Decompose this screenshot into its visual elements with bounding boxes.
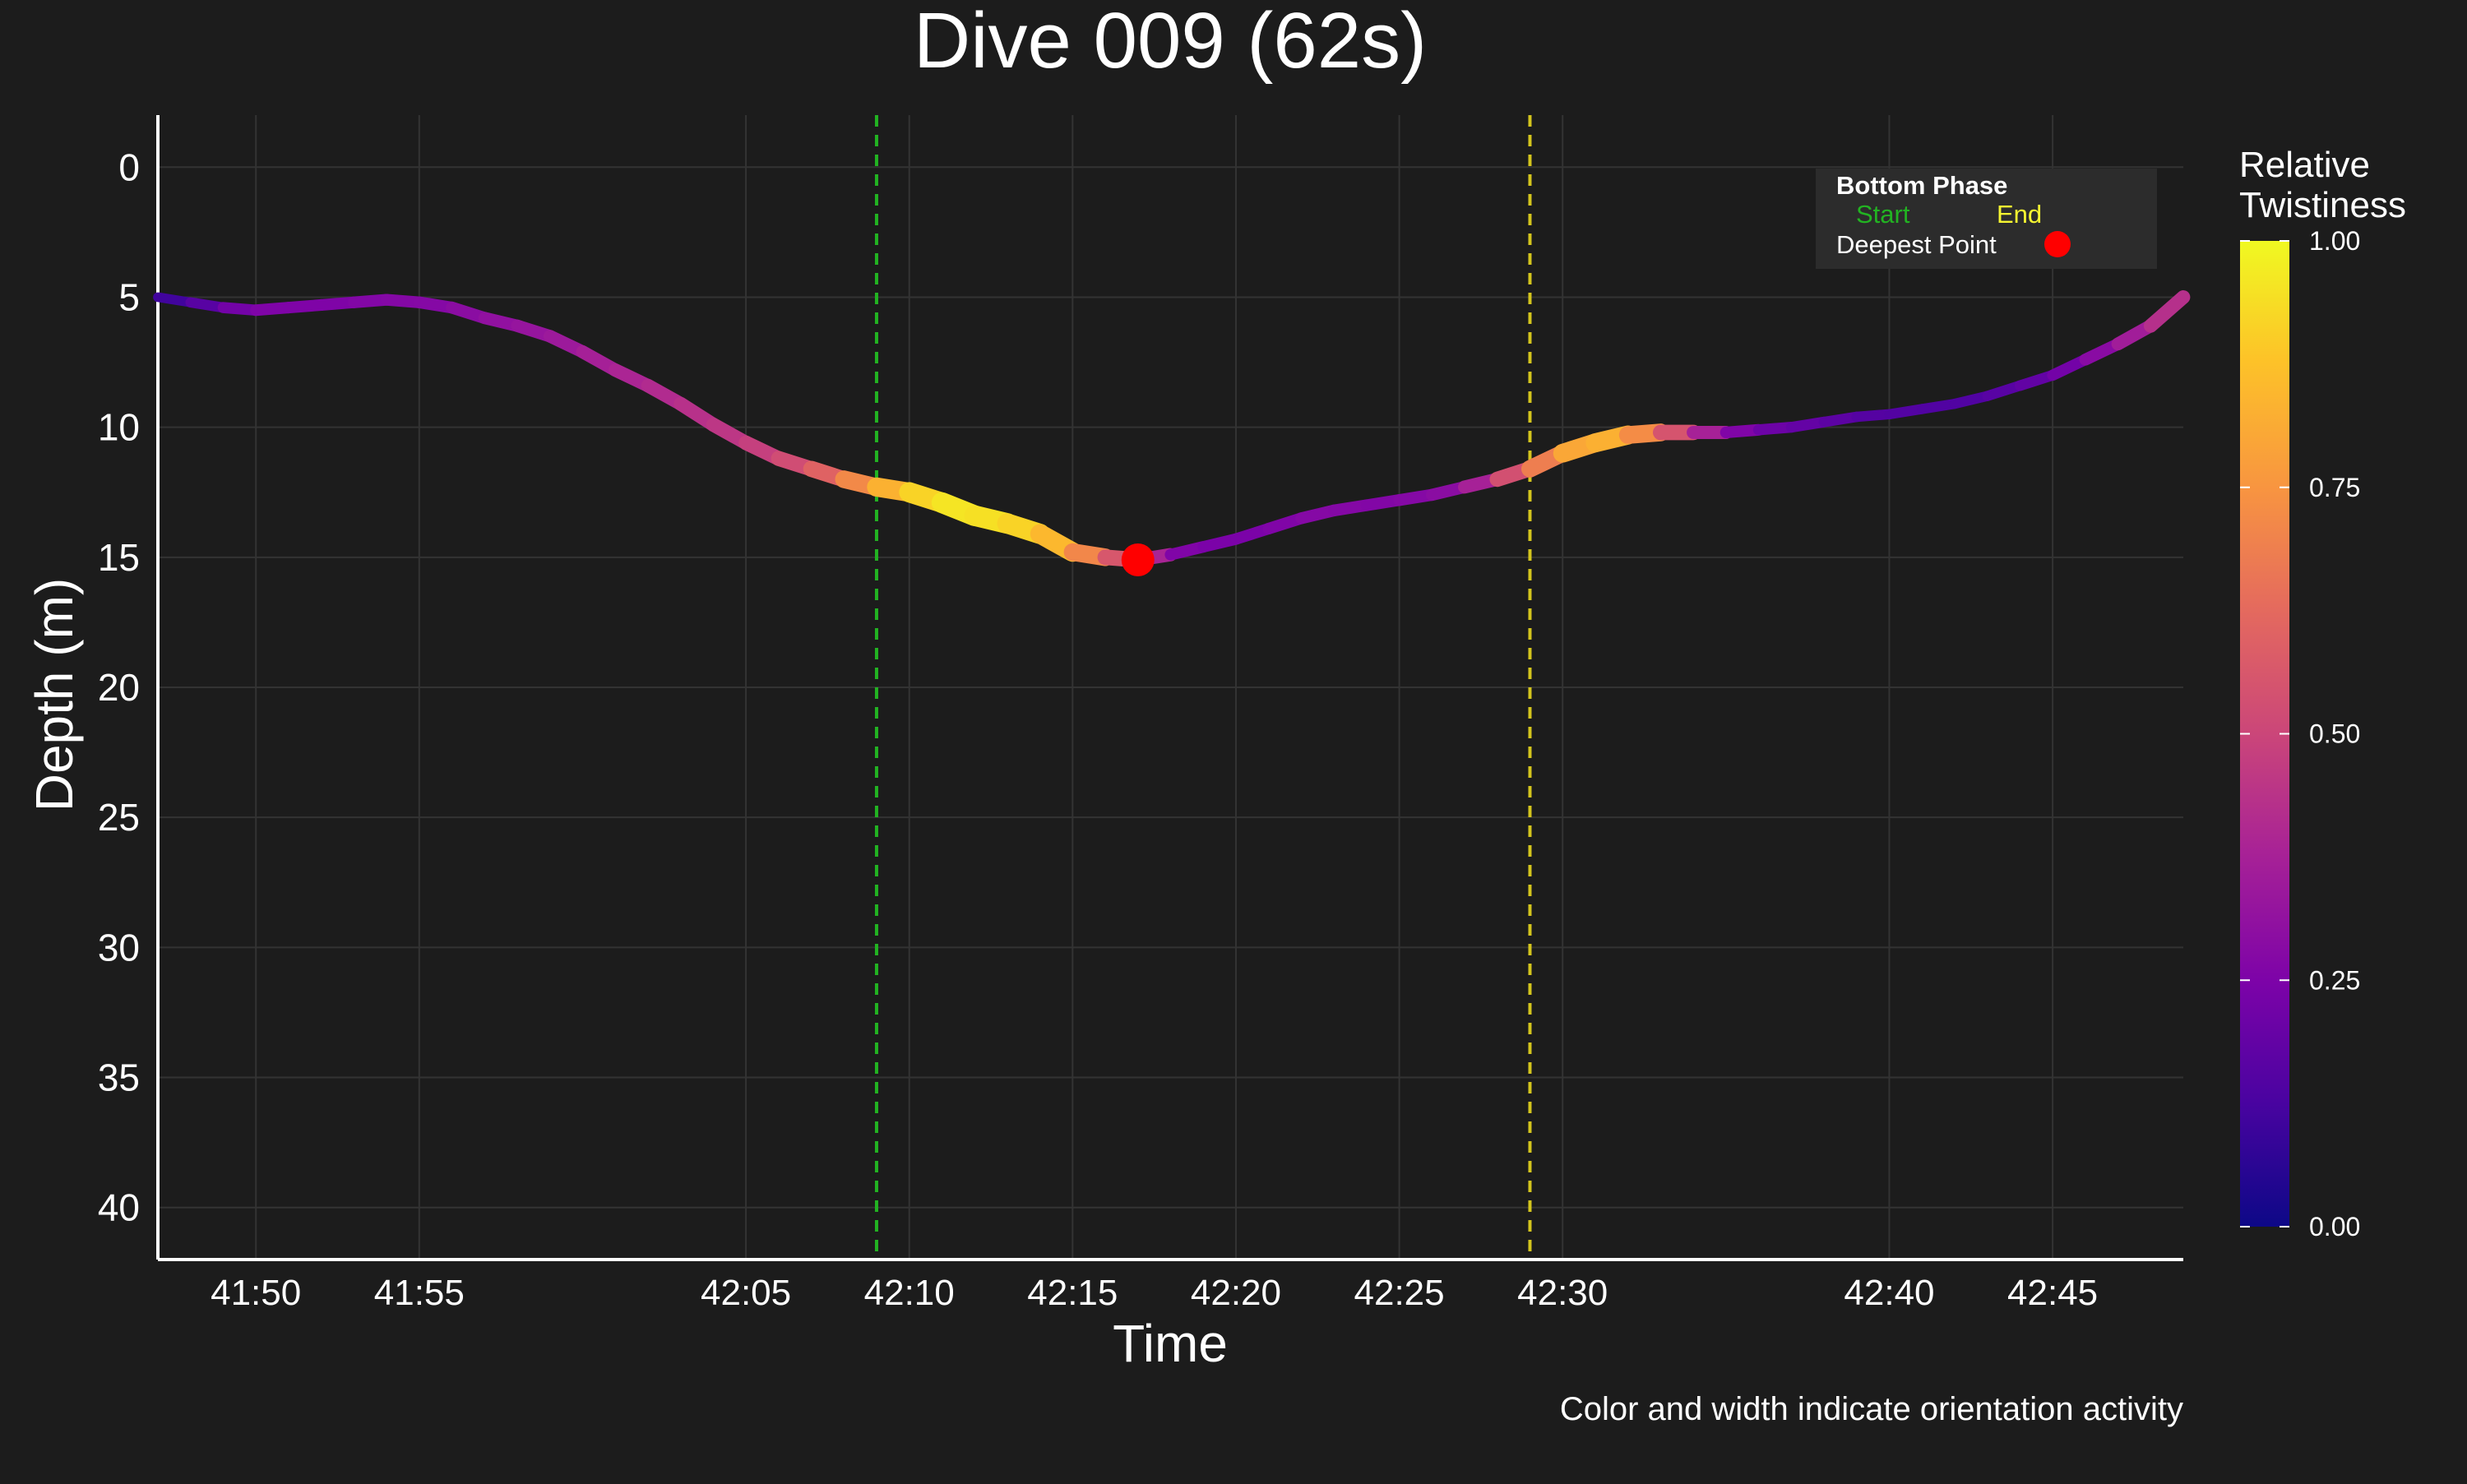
y-tick-label: 30 <box>98 926 140 969</box>
x-tick-label: 42:20 <box>1191 1273 1281 1313</box>
axes <box>156 115 2183 1261</box>
colorbar-ticks: 0.00 0.25 0.50 0.75 1.00 <box>2240 226 2360 1241</box>
legend-box <box>1816 169 2157 269</box>
colorbar-tick-label: 1.00 <box>2309 226 2360 256</box>
depth-segment <box>2047 354 2091 381</box>
depth-segment <box>1818 411 1863 428</box>
depth-segment <box>1785 416 1830 433</box>
depth-segment <box>1949 391 1993 409</box>
chart-caption: Color and width indicate orientation act… <box>1560 1391 2183 1427</box>
colorbar-tick-label: 0.00 <box>2309 1212 2360 1241</box>
x-tick-label: 41:55 <box>374 1273 465 1313</box>
legend-start-label: Start <box>1856 200 1910 229</box>
legend: Bottom Phase Start End Deepest Point <box>1816 169 2157 269</box>
depth-segment <box>2014 369 2058 391</box>
x-tick-label: 42:25 <box>1354 1273 1445 1313</box>
y-tick-label: 5 <box>118 275 140 318</box>
x-axis-label: Time <box>1113 1314 1228 1373</box>
depth-segment <box>2143 290 2191 333</box>
y-tick-label: 35 <box>98 1056 140 1099</box>
deepest-point-layer <box>1121 543 1155 576</box>
y-tick-label: 15 <box>98 536 140 579</box>
y-tick-label: 25 <box>98 796 140 839</box>
y-tick-label: 0 <box>118 146 140 188</box>
y-tick-label: 10 <box>98 406 140 449</box>
depth-segment <box>1884 404 1928 420</box>
depth-trace <box>153 290 2191 568</box>
colorbar-tick-label: 0.50 <box>2309 719 2360 749</box>
colorbar-tick-label: 0.25 <box>2309 965 2360 995</box>
x-tick-label: 42:45 <box>2007 1273 2098 1313</box>
depth-segment <box>1851 409 1895 423</box>
x-tick-label: 42:10 <box>864 1273 955 1313</box>
legend-end-label: End <box>1997 200 2042 229</box>
x-tick-label: 42:05 <box>701 1273 791 1313</box>
colorbar-tick-label: 0.75 <box>2309 473 2360 502</box>
chart-title: Dive 009 (62s) <box>914 0 1427 85</box>
y-tick-label: 20 <box>98 666 140 709</box>
colorbar-title-line1: Relative <box>2239 145 2370 185</box>
y-axis-label: Depth (m) <box>25 578 84 812</box>
y-tick-label: 40 <box>98 1186 140 1229</box>
legend-deepest-marker <box>2044 231 2071 257</box>
colorbar-title-line2: Twistiness <box>2239 185 2406 225</box>
tick-labels: 41:50 41:55 42:05 42:10 42:15 42:20 42:25 42:30… <box>98 146 2098 1313</box>
depth-segment <box>1982 380 2025 401</box>
deepest-point-marker <box>1121 543 1155 576</box>
legend-deepest-label: Deepest Point <box>1836 230 1997 259</box>
x-tick-label: 42:30 <box>1517 1273 1608 1313</box>
legend-title: Bottom Phase <box>1836 171 2007 200</box>
x-tick-label: 42:40 <box>1844 1273 1934 1313</box>
x-tick-label: 41:50 <box>211 1273 301 1313</box>
bottom-phase-lines <box>874 115 1532 1260</box>
depth-segment <box>1917 399 1960 414</box>
depth-segment <box>1752 421 1797 436</box>
depth-segment <box>153 292 196 307</box>
colorbar: Relative Twistiness 0.00 0.25 0.50 0.75 1.00 <box>2239 145 2406 1241</box>
x-tick-label: 42:15 <box>1027 1273 1118 1313</box>
